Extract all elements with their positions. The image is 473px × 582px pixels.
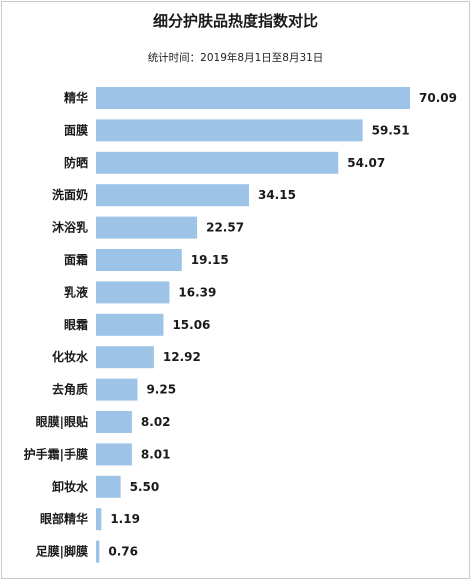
value-label: 22.57 xyxy=(206,221,244,235)
value-label: 12.92 xyxy=(163,350,201,364)
category-label: 面霜 xyxy=(64,253,88,267)
category-label: 洗面奶 xyxy=(52,187,88,202)
bar xyxy=(96,184,249,207)
value-label: 70.09 xyxy=(419,91,457,105)
category-label: 面膜 xyxy=(64,122,88,137)
bar xyxy=(96,540,100,563)
value-label: 8.01 xyxy=(141,447,171,461)
category-label: 眼膜|眼贴 xyxy=(36,414,88,429)
category-label: 化妆水 xyxy=(52,349,89,364)
bar xyxy=(96,508,102,531)
bar xyxy=(96,281,170,304)
bar xyxy=(96,346,154,369)
value-label: 15.06 xyxy=(172,318,210,332)
value-label: 59.51 xyxy=(372,123,410,137)
bar xyxy=(96,151,339,174)
value-label: 54.07 xyxy=(347,156,385,170)
category-label: 护手霜|手膜 xyxy=(24,446,88,461)
value-label: 16.39 xyxy=(178,285,216,299)
bar xyxy=(96,378,138,401)
category-label: 精华 xyxy=(64,90,88,105)
value-label: 19.15 xyxy=(191,253,229,267)
value-label: 0.76 xyxy=(108,545,138,559)
category-label: 防晒 xyxy=(64,155,88,170)
bar xyxy=(96,475,121,498)
bar xyxy=(96,87,410,109)
category-label: 眼部精华 xyxy=(40,511,88,526)
category-label: 乳液 xyxy=(64,284,88,299)
value-label: 9.25 xyxy=(146,383,176,397)
value-label: 5.50 xyxy=(130,480,160,494)
value-label: 8.02 xyxy=(141,415,171,429)
chart-subtitle: 统计时间：2019年8月1日至8月31日 xyxy=(147,52,324,64)
category-label: 沐浴乳 xyxy=(52,220,88,235)
category-label: 足膜|脚膜 xyxy=(36,544,88,559)
value-label: 1.19 xyxy=(110,512,140,526)
bar xyxy=(96,119,363,142)
category-label: 卸妆水 xyxy=(52,479,89,494)
bar xyxy=(96,443,132,466)
value-label: 34.15 xyxy=(258,188,296,202)
bar xyxy=(96,216,198,239)
bar xyxy=(96,411,132,433)
category-label: 眼霜 xyxy=(64,318,88,332)
category-label: 去角质 xyxy=(52,382,88,397)
bar xyxy=(96,249,182,271)
bar xyxy=(96,313,164,336)
chart-title: 细分护肤品热度指数对比 xyxy=(152,12,318,30)
